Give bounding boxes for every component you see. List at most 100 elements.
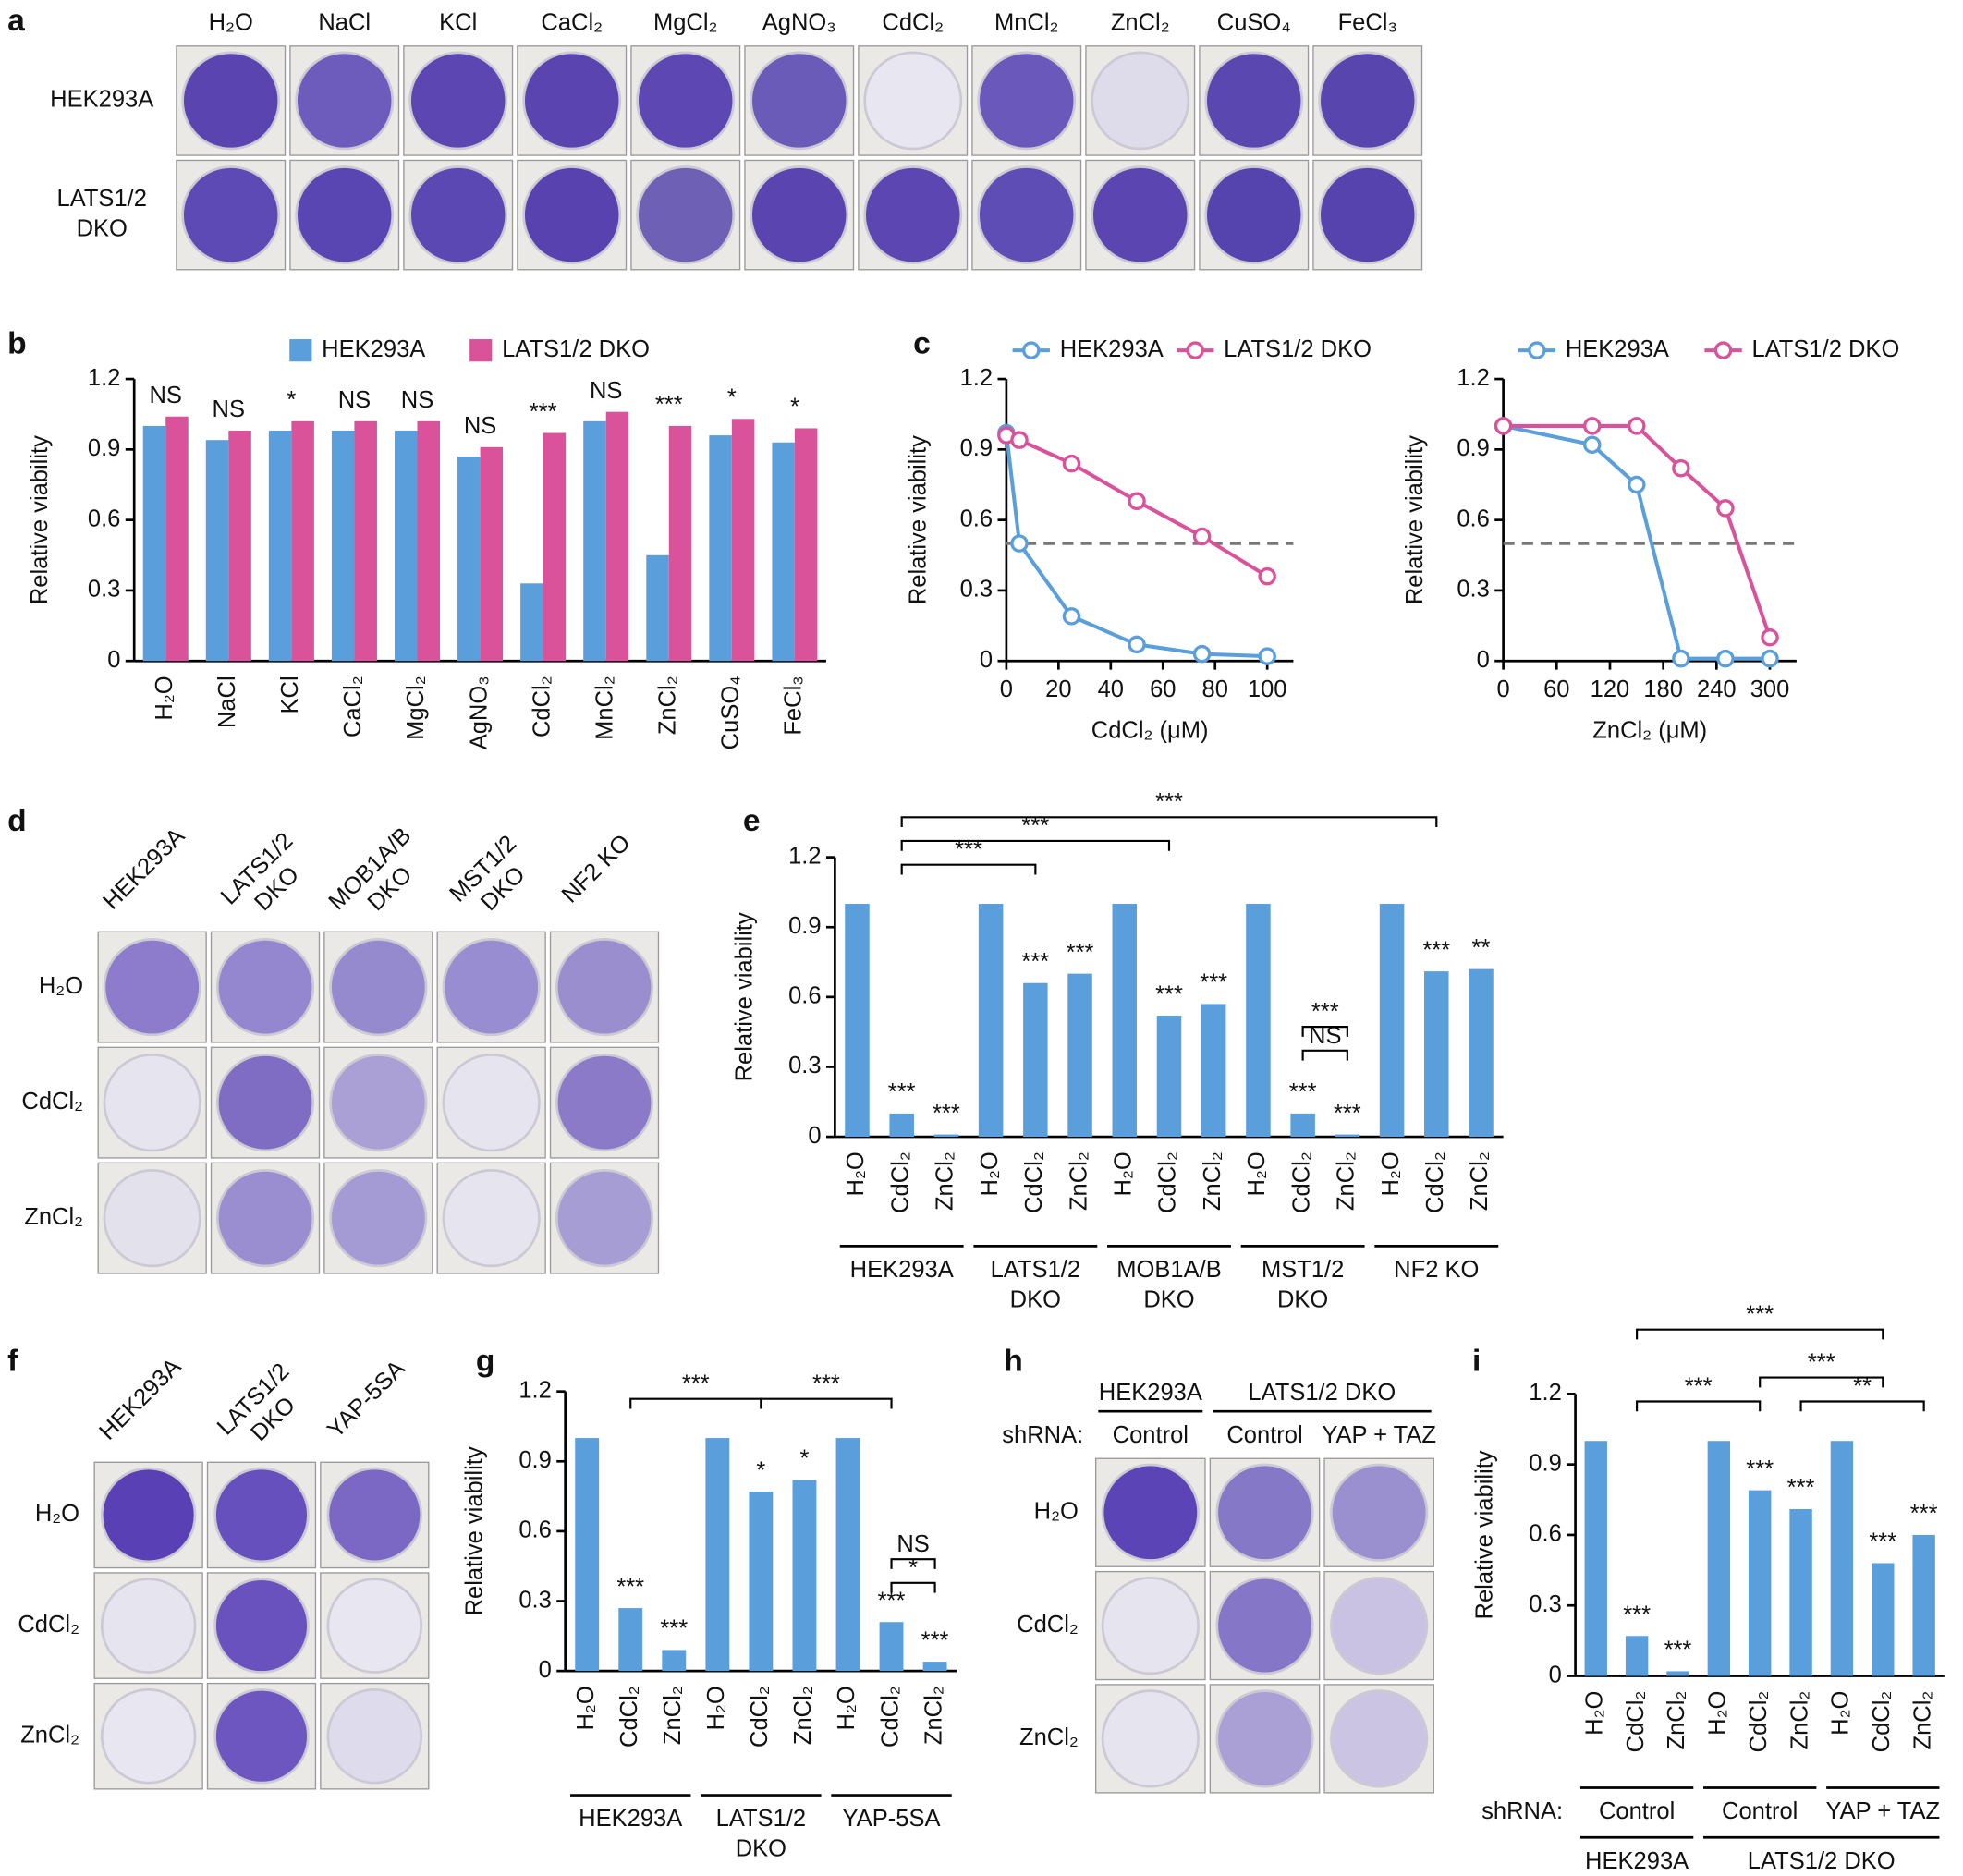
row-label: H₂O [39,973,83,999]
panel-letter: d [7,804,27,838]
data-point [1585,419,1600,433]
bar [228,431,251,661]
x-tick-label: NaCl [214,676,240,728]
x-axis-title: ZnCl₂ (μM) [1592,718,1707,744]
y-axis-title: Relative viability [1472,1450,1498,1619]
column-label: MgCl₂ [653,9,718,35]
bar [845,904,870,1137]
data-point [1674,461,1689,476]
comparison-label: NS [896,1531,929,1557]
comparison-bracket [630,1399,761,1409]
x-tick-label: ZnCl₂ [660,1686,686,1745]
well [328,1468,421,1562]
x-tick-label: CdCl₂ [1746,1691,1772,1753]
significance: *** [1334,1101,1361,1127]
row-label: ZnCl₂ [24,1204,83,1230]
significance: *** [1869,1529,1896,1555]
well [979,53,1075,149]
y-tick-label: 0.6 [518,1517,552,1543]
column-label: CuSO₄ [1217,9,1291,35]
comparison-bracket [902,841,1169,851]
data-point [1585,437,1600,452]
x-tick-label: 60 [1150,676,1176,702]
bar [618,1608,642,1671]
column-label: YAP + TAZ [1322,1422,1436,1448]
y-tick-label: 0.9 [518,1447,552,1473]
y-axis-title: Relative viability [731,912,757,1081]
column-label: FeCl₃ [1338,9,1397,35]
significance: *** [530,399,557,425]
y-tick-label: 0.3 [960,577,994,603]
x-tick-label: H₂O [152,676,177,720]
x-tick-label: CdCl₂ [1623,1691,1649,1753]
data-point [1496,419,1511,433]
group-label: DKO [1143,1286,1194,1312]
x-axis-title: CdCl₂ (μM) [1091,718,1209,744]
y-tick-label: 1.2 [960,365,994,391]
x-tick-label: H₂O [1111,1151,1137,1196]
data-point [1762,630,1777,645]
legend-swatch [469,339,492,361]
row-label: CdCl₂ [21,1089,83,1115]
well [410,53,506,149]
significance: *** [655,392,683,418]
well [1331,1691,1427,1787]
y-tick-label: 0 [1549,1662,1562,1687]
group-label: LATS1/2 [991,1257,1080,1283]
x-tick-label: ZnCl₂ [655,676,681,735]
significance: NS [590,378,622,404]
y-axis-title: Relative viability [27,435,53,604]
y-axis-title: Relative viability [462,1446,488,1615]
bar [979,904,1004,1137]
bar [143,426,166,661]
legend-label: HEK293A [322,336,425,362]
row-label: DKO [77,215,128,241]
well [556,1054,652,1151]
bar [646,555,669,661]
x-tick-label: CdCl₂ [1869,1691,1895,1753]
bar [1380,904,1405,1137]
column-label: HEK293A [94,1354,186,1445]
x-tick-label: ZnCl₂ [1066,1151,1091,1211]
x-tick-label: CuSO₄ [718,676,744,749]
y-tick-label: 0.3 [788,1053,822,1078]
column-label: NaCl [318,9,371,35]
x-tick-label: H₂O [977,1151,1003,1196]
group-label: DKO [1277,1286,1328,1312]
well [297,167,393,263]
group-label: DKO [736,1835,786,1861]
x-tick-label: MgCl₂ [403,676,429,739]
column-label: CaCl₂ [541,9,603,35]
well [328,1689,421,1783]
data-point [1195,647,1210,662]
significance: *** [616,1574,644,1600]
x-tick-label: 240 [1697,676,1737,702]
panel-letter: f [7,1345,18,1379]
legend-swatch [1188,343,1202,358]
y-tick-label: 1.2 [518,1377,552,1403]
group-label: MST1/2 [1262,1257,1344,1283]
group-label: NF2 KO [1394,1257,1479,1283]
x-tick-label: H₂O [1378,1151,1404,1196]
bar [705,1438,729,1671]
well [444,1054,540,1151]
bar [481,447,504,661]
well [104,1170,201,1266]
well [751,53,847,149]
x-tick-label: H₂O [703,1686,729,1730]
row-label: H₂O [1034,1498,1079,1524]
bar [606,412,629,662]
y-tick-label: 0.6 [1529,1521,1562,1547]
legend-label: HEK293A [1566,336,1669,362]
bar [1201,1004,1226,1137]
x-tick-label: 20 [1045,676,1071,702]
well [751,167,847,263]
y-tick-label: 0.9 [1529,1450,1562,1476]
x-tick-label: ZnCl₂ [933,1151,958,1211]
bar [1290,1114,1315,1137]
well [1217,1691,1313,1787]
bar [923,1662,947,1671]
panel-letter: c [913,327,931,361]
y-tick-label: 0.3 [1529,1591,1562,1617]
